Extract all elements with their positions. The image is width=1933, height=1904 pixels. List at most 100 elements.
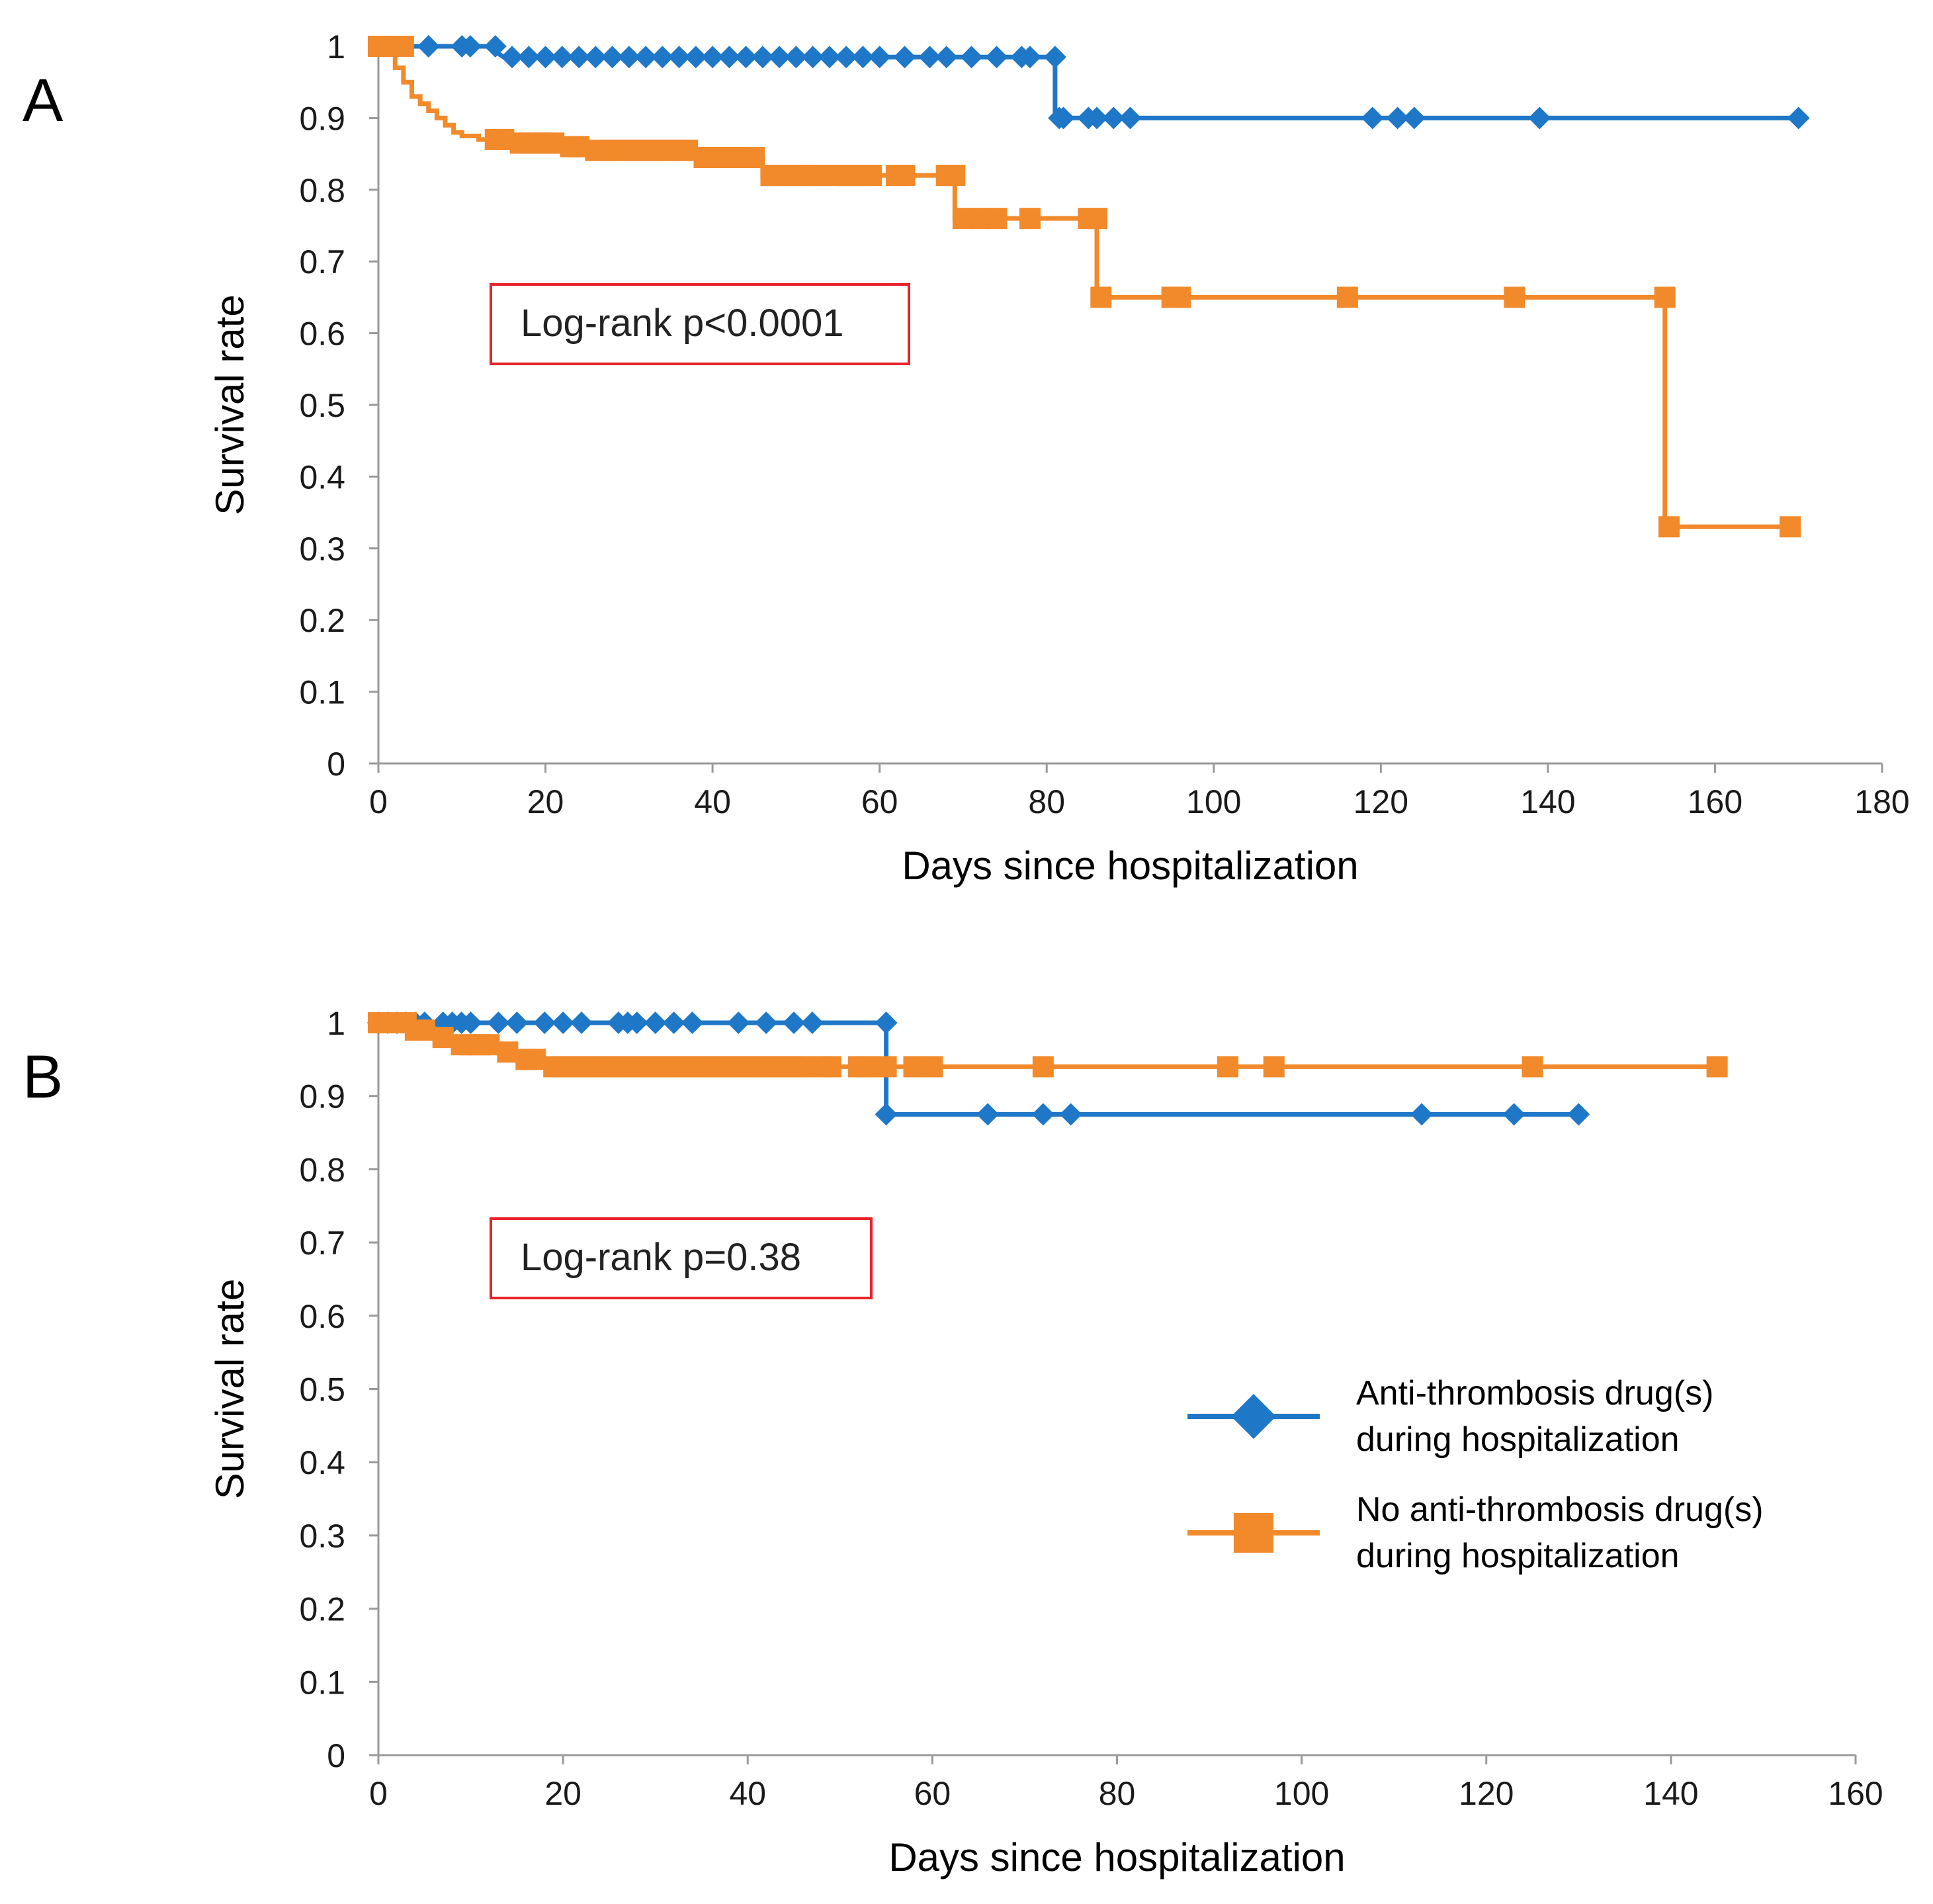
y-tick-label: 0 [327, 746, 345, 783]
legend-label-line2: during hospitalization [1356, 1420, 1680, 1459]
x-tick-label: 80 [1028, 783, 1065, 820]
series-a-orange [368, 36, 1801, 538]
censor-mark-diamond [550, 46, 574, 69]
panel-b: B 0 20 40 60 80 100 120 140 160 0 0.1 0.2 0.3 0.4 0.5 0… [0, 952, 1933, 1904]
censor-mark-square [1263, 1056, 1285, 1078]
log-rank-text-a: Log-rank p<0.0001 [521, 302, 844, 345]
x-axis-title-a: Days since hospitalization [902, 844, 1358, 888]
censor-mark-diamond [751, 46, 774, 69]
censor-mark-diamond [1361, 107, 1384, 130]
censor-mark-square [875, 1056, 897, 1078]
x-tick-label: 60 [861, 783, 898, 820]
censor-mark-square [820, 1056, 841, 1078]
censor-mark-diamond [785, 46, 808, 69]
censor-mark-diamond [976, 1103, 1000, 1126]
chart-a-svg: 0 20 40 60 80 100 120 140 160 180 0 0.1 0.2 0.3 0.4 0.5… [208, 28, 1910, 888]
censor-mark-diamond [718, 46, 741, 69]
censor-mark-diamond [458, 35, 482, 58]
x-tick-label: 20 [527, 783, 564, 820]
censor-mark-diamond [868, 46, 891, 69]
censor-mark-diamond [893, 46, 916, 69]
legend-marker-square [1234, 1513, 1273, 1553]
x-axis-title-b: Days since hospitalization [888, 1835, 1345, 1880]
censor-mark-diamond [1787, 107, 1810, 130]
censor-mark-diamond [662, 1012, 685, 1034]
censor-mark-square [744, 147, 765, 169]
censor-mark-square [944, 165, 966, 187]
censor-mark-square [1780, 516, 1801, 538]
x-tick-label: 40 [694, 783, 731, 820]
y-tick-label: 0.5 [299, 1371, 345, 1408]
censor-mark-square [894, 165, 916, 187]
censor-mark-diamond [835, 46, 858, 69]
censor-mark-square [392, 36, 414, 57]
x-tick-label: 140 [1520, 783, 1575, 820]
censor-mark-diamond [534, 46, 557, 69]
log-rank-text-b: Log-rank p=0.38 [521, 1236, 801, 1279]
censor-mark-diamond [851, 46, 875, 69]
censor-mark-square [1090, 286, 1112, 308]
y-tick-label: 0.1 [299, 674, 345, 711]
censor-mark-square [1086, 208, 1107, 230]
y-tick-label: 0.9 [299, 1078, 345, 1115]
series-a-blue [378, 35, 1810, 130]
censor-mark-diamond [1043, 46, 1066, 69]
x-tick-label: 140 [1643, 1775, 1698, 1812]
censor-mark-square [478, 1034, 500, 1056]
censor-mark-diamond [601, 46, 624, 69]
panel-label-b: B [22, 1043, 64, 1111]
censor-mark-diamond [681, 1012, 704, 1034]
censor-mark-diamond [755, 1012, 778, 1034]
censor-mark-square [1706, 1056, 1728, 1078]
censor-mark-diamond [960, 46, 983, 69]
censor-mark-diamond [1567, 1103, 1590, 1126]
censor-mark-square [432, 1027, 454, 1049]
series-b-orange [368, 1012, 1728, 1078]
censor-mark-diamond [918, 46, 941, 69]
x-tick-label: 0 [369, 783, 388, 820]
y-tick-label: 1 [327, 28, 345, 65]
censor-mark-square [1336, 286, 1358, 308]
x-tick-label: 120 [1353, 783, 1408, 820]
y-tick-label: 0.6 [299, 1298, 345, 1335]
censor-mark-diamond [734, 46, 757, 69]
censor-mark-diamond [552, 1012, 575, 1034]
censor-mark-diamond [667, 46, 691, 69]
censor-mark-square [986, 208, 1008, 230]
y-tick-label: 0.4 [299, 458, 345, 496]
censor-mark-square [525, 1049, 546, 1070]
legend-label-line2: during hospitalization [1356, 1537, 1680, 1575]
censor-mark-diamond [625, 1012, 648, 1034]
y-tick-label: 0.6 [299, 316, 345, 353]
censor-mark-diamond [484, 35, 507, 58]
censor-mark-diamond [644, 1012, 667, 1034]
y-tick-label: 0.8 [299, 1151, 345, 1188]
censor-mark-diamond [701, 46, 724, 69]
y-tick-label: 0.5 [299, 387, 345, 424]
censor-mark-square [857, 1056, 879, 1078]
y-tick-label: 0.3 [299, 531, 345, 568]
censor-mark-diamond [487, 1012, 510, 1034]
y-tick-label: 0.2 [299, 602, 345, 639]
censor-mark-diamond [1085, 107, 1108, 130]
censor-mark-diamond [570, 1012, 593, 1034]
censor-mark-diamond [505, 1012, 529, 1034]
censor-mark-diamond [875, 1103, 898, 1126]
censor-mark-diamond [651, 46, 674, 69]
legend-label-line1: No anti-thrombosis drug(s) [1356, 1491, 1764, 1529]
censor-mark-diamond [1018, 46, 1041, 69]
censor-mark-diamond [985, 46, 1008, 69]
panel-a: A 0 20 40 60 80 100 120 140 160 180 0 0.1 0.2 0.3 0.4 0… [22, 28, 1910, 888]
y-tick-label: 1 [327, 1005, 345, 1042]
censor-mark-diamond [801, 46, 824, 69]
km-curve-orange [378, 44, 1791, 529]
x-tick-label: 160 [1828, 1775, 1883, 1812]
y-axis-title-a: Survival rate [208, 294, 252, 515]
censor-mark-diamond [417, 35, 440, 58]
censor-mark-diamond [1410, 1103, 1434, 1126]
censor-mark-diamond [1402, 107, 1426, 130]
censor-mark-square [1019, 208, 1041, 230]
censor-mark-diamond [1386, 107, 1409, 130]
censor-mark-diamond [634, 46, 658, 69]
censor-mark-square [792, 1056, 814, 1078]
